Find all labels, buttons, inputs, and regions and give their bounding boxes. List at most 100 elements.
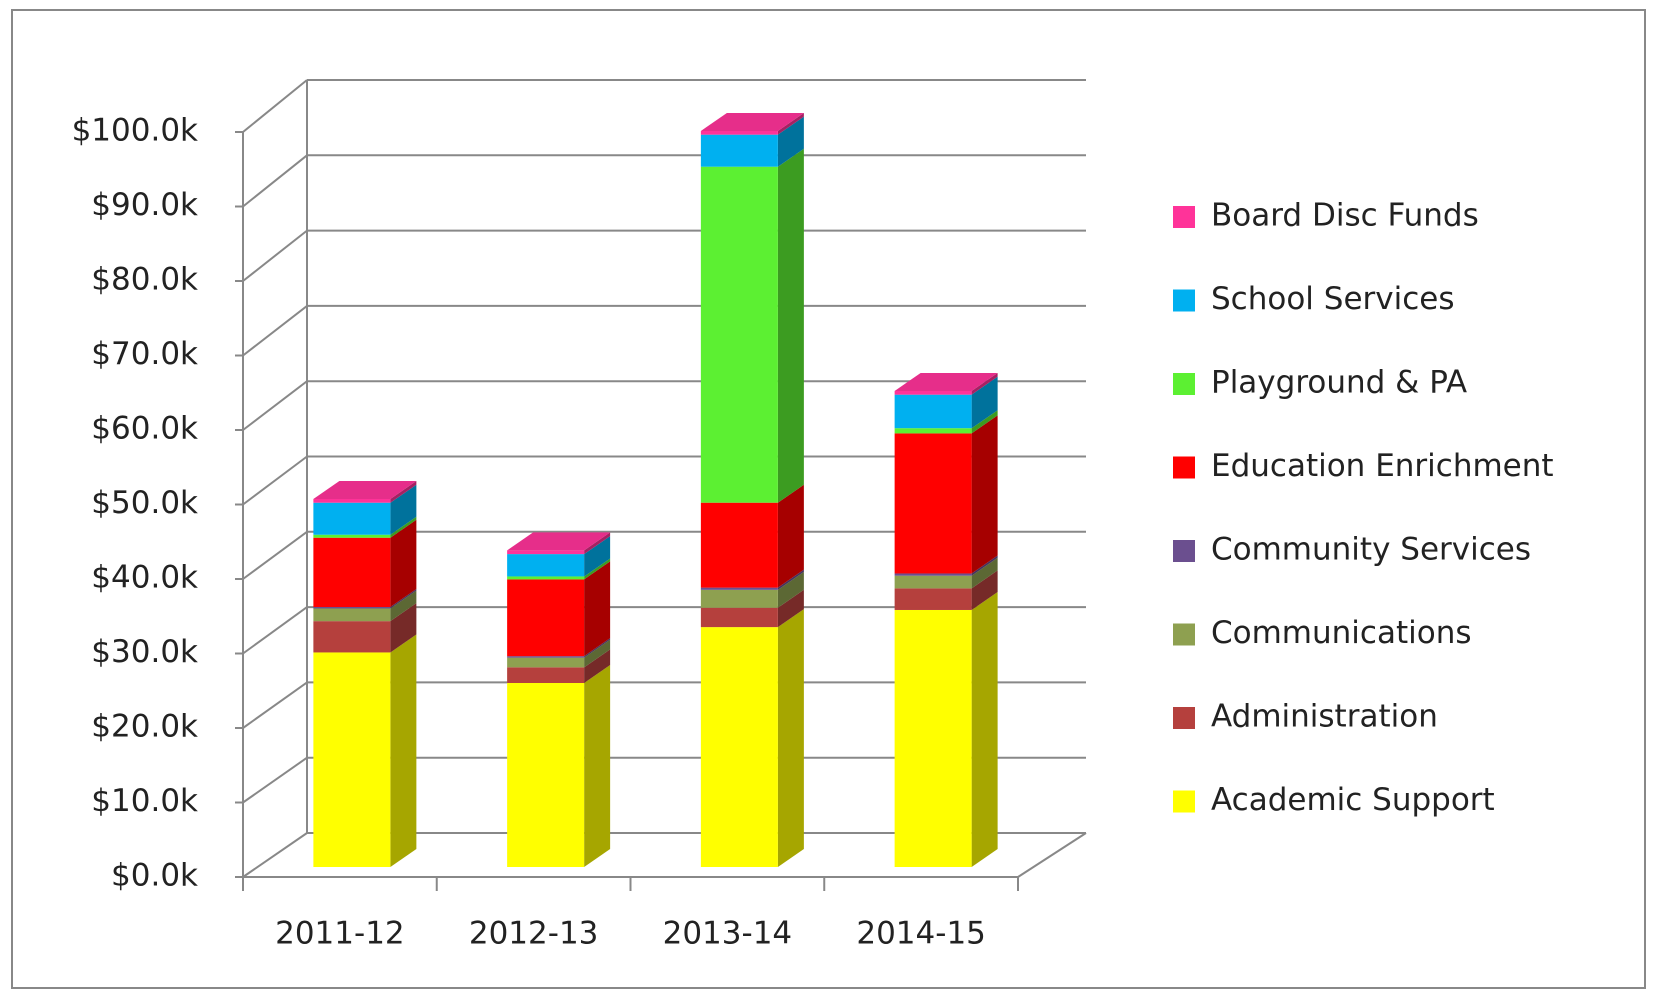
bar-segment <box>507 576 585 580</box>
floor-right <box>1017 832 1087 878</box>
bar-side <box>584 639 611 668</box>
bar-segment <box>700 587 778 590</box>
legend-label: Board Disc Funds <box>1211 198 1479 234</box>
grid-line-depth <box>242 380 308 431</box>
bar-side <box>971 555 998 576</box>
y-tick-label: $60.0k <box>91 411 198 447</box>
bar-side <box>777 112 804 135</box>
legend-swatch <box>1173 790 1195 813</box>
bar-top <box>507 532 611 551</box>
y-tick-label: $100.0k <box>72 113 198 149</box>
bar-side <box>777 571 804 608</box>
legend-label: Education Enrichment <box>1211 448 1554 484</box>
legend-label: School Services <box>1211 281 1455 317</box>
legend-swatch <box>1173 707 1195 729</box>
y-tick-label: $10.0k <box>91 783 198 819</box>
grid-line-depth <box>242 756 308 804</box>
bar-side <box>971 372 998 395</box>
bar-segment <box>894 428 972 434</box>
bar-side <box>584 536 611 577</box>
grid-line-depth <box>242 455 308 506</box>
grid-line-depth <box>242 79 308 133</box>
bar-segment <box>700 502 778 588</box>
bar-segment <box>507 657 585 668</box>
y-tick-label: $40.0k <box>91 560 198 596</box>
bar-segment <box>700 589 778 608</box>
bar-side <box>777 116 804 167</box>
bar-segment <box>894 433 972 574</box>
grid-line-depth <box>242 681 308 729</box>
bar-side <box>971 591 998 867</box>
bar-side <box>584 649 611 683</box>
grid-line-depth <box>242 229 308 282</box>
bar-side <box>971 410 998 434</box>
bar-side <box>390 516 417 538</box>
bar-side <box>777 484 804 588</box>
bar-side <box>777 609 804 867</box>
x-tick-label: 2011-12 <box>275 916 405 952</box>
y-tick-label: $70.0k <box>91 336 198 372</box>
bar-segment <box>313 608 391 622</box>
bar-segment <box>894 575 972 589</box>
bar-segment <box>700 627 778 867</box>
grid-line-depth <box>242 832 308 878</box>
bar-side <box>390 588 417 609</box>
bar-side <box>971 557 998 589</box>
bar-segment <box>313 606 391 609</box>
bar-segment <box>700 607 778 628</box>
bar-side <box>777 569 804 590</box>
chart-border <box>11 9 1646 989</box>
grid-line-depth <box>242 606 308 655</box>
bar-side <box>390 590 417 622</box>
bar-side <box>584 664 611 867</box>
bar-segment <box>700 130 778 135</box>
y-tick-label: $0.0k <box>111 858 198 894</box>
bar-side <box>584 558 611 580</box>
y-tick-label: $20.0k <box>91 709 198 745</box>
bar-top <box>313 480 417 499</box>
bar-segment <box>894 390 972 395</box>
x-tick-label: 2013-14 <box>663 916 793 952</box>
bar-segment <box>507 550 585 555</box>
bar-side <box>584 638 611 658</box>
legend-label: Administration <box>1211 699 1438 735</box>
bar-side <box>390 519 417 607</box>
bar-segment <box>313 537 391 607</box>
bar-segment <box>313 502 391 535</box>
bar-segment <box>507 579 585 657</box>
bar-segment <box>507 682 585 867</box>
bar-segment <box>313 534 391 538</box>
bar-side <box>584 532 611 555</box>
x-tick-label: 2012-13 <box>469 916 599 952</box>
bar-side <box>584 561 611 657</box>
legend-label: Academic Support <box>1211 782 1495 818</box>
bar-segment <box>894 588 972 610</box>
legend-swatch <box>1173 623 1195 646</box>
bar-segment <box>313 498 391 503</box>
bar-segment <box>313 621 391 653</box>
legend-label: Playground & PA <box>1211 365 1467 401</box>
bar-segment <box>894 394 972 429</box>
grid-line-depth <box>242 154 308 208</box>
legend-swatch <box>1173 206 1195 228</box>
legend-swatch <box>1173 373 1195 395</box>
bar-top <box>700 112 804 131</box>
bar-segment <box>507 554 585 577</box>
bar-side <box>390 484 417 535</box>
bar-side <box>390 480 417 503</box>
bar-side <box>390 634 417 867</box>
bar-side <box>971 570 998 610</box>
x-tick-label: 2014-15 <box>856 916 986 952</box>
bar-side <box>971 376 998 429</box>
y-tick-label: $90.0k <box>91 187 198 223</box>
grid-line-depth <box>242 305 308 357</box>
bar-side <box>777 148 804 503</box>
grid-line-depth <box>242 530 308 580</box>
legend-swatch <box>1173 289 1195 312</box>
bar-segment <box>700 166 778 503</box>
bar-segment <box>507 667 585 683</box>
legend-swatch <box>1173 456 1195 479</box>
legend-label: Community Services <box>1211 532 1531 568</box>
bar-top <box>894 372 998 391</box>
